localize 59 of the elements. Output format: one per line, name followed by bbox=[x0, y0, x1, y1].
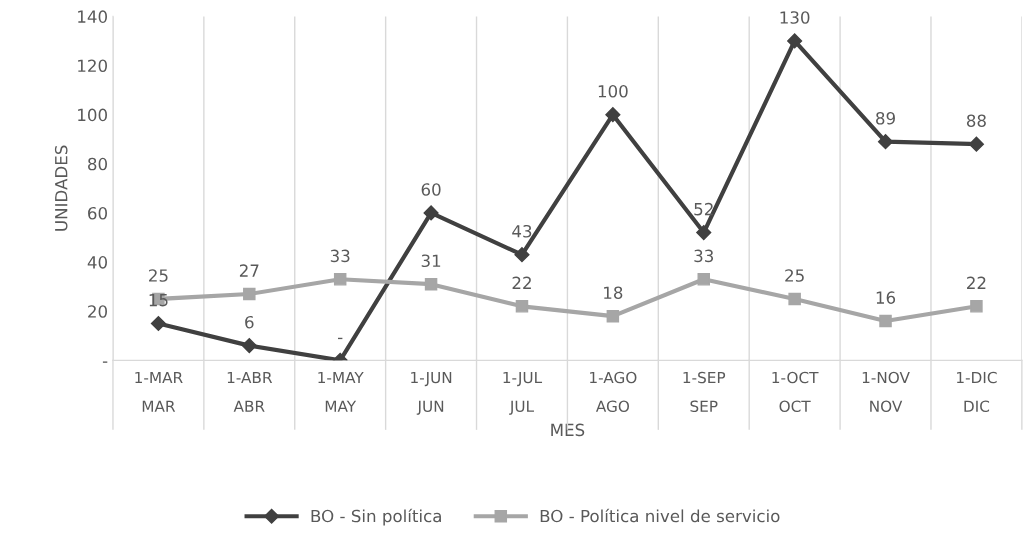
data-label: 43 bbox=[512, 224, 532, 238]
data-label: 33 bbox=[330, 249, 350, 263]
point bbox=[423, 205, 439, 221]
point bbox=[241, 338, 257, 354]
point bbox=[515, 300, 529, 313]
data-label: 52 bbox=[694, 202, 713, 216]
point bbox=[970, 300, 983, 313]
x-tick-label: 1-OCT OCT bbox=[772, 371, 819, 413]
y-tick-label: 100 bbox=[78, 108, 107, 122]
x-tick-label: 1-AGO AGO bbox=[590, 371, 637, 413]
point bbox=[968, 136, 984, 152]
point bbox=[877, 134, 894, 150]
data-label: 16 bbox=[876, 291, 896, 304]
x-tick-label: 1-MAR MAR bbox=[135, 371, 183, 412]
point bbox=[787, 33, 803, 49]
legend-label: BO - Sin política bbox=[311, 508, 441, 526]
data-label: 130 bbox=[780, 11, 810, 24]
point bbox=[333, 273, 347, 286]
data-label: 100 bbox=[598, 84, 628, 98]
y-tick-label: 20 bbox=[88, 305, 107, 318]
y-axis-title: UNIDADES bbox=[54, 145, 68, 231]
x-tick-label: 1-ABR ABR bbox=[227, 371, 273, 412]
data-label: 88 bbox=[966, 114, 986, 128]
point bbox=[605, 107, 621, 123]
data-label: - bbox=[338, 337, 343, 340]
data-label: 25 bbox=[149, 269, 168, 282]
y-tick-label: 80 bbox=[88, 157, 107, 171]
data-label: 18 bbox=[604, 286, 623, 300]
point bbox=[606, 309, 620, 323]
y-tick-label: 140 bbox=[78, 10, 107, 23]
point bbox=[788, 292, 801, 306]
y-tick-label: 120 bbox=[78, 59, 107, 73]
point bbox=[243, 287, 256, 301]
point bbox=[696, 225, 712, 241]
x-axis-title: MES bbox=[551, 423, 585, 437]
data-label: 27 bbox=[239, 264, 259, 277]
point bbox=[424, 277, 438, 291]
data-label: 60 bbox=[421, 183, 441, 196]
y-tick-label: - bbox=[102, 361, 108, 363]
data-label: 6 bbox=[245, 315, 254, 329]
y-tick-label: 40 bbox=[87, 256, 107, 269]
x-tick-label: 1-DIC DIC bbox=[957, 371, 997, 413]
x-tick-label: 1-NOV NOV bbox=[862, 371, 910, 413]
data-label: 22 bbox=[512, 276, 531, 289]
legend-label: BO - Política nivel de servicio bbox=[540, 508, 780, 523]
x-tick-label: 1-SEP SEP bbox=[683, 371, 726, 413]
y-tick-label: 60 bbox=[88, 206, 107, 220]
data-label: 33 bbox=[694, 249, 714, 263]
point bbox=[514, 247, 530, 263]
point bbox=[150, 315, 166, 332]
x-tick-label: 1-JUL JUL bbox=[503, 371, 543, 415]
point bbox=[879, 314, 892, 328]
x-tick-label: 1-JUN JUN bbox=[411, 371, 452, 415]
data-label: 89 bbox=[876, 111, 895, 125]
data-label: 25 bbox=[785, 269, 804, 282]
data-label: 22 bbox=[967, 276, 986, 289]
x-tick-label: 1-MAY MAY bbox=[318, 371, 364, 412]
data-label: 31 bbox=[421, 254, 441, 268]
point bbox=[697, 273, 711, 286]
